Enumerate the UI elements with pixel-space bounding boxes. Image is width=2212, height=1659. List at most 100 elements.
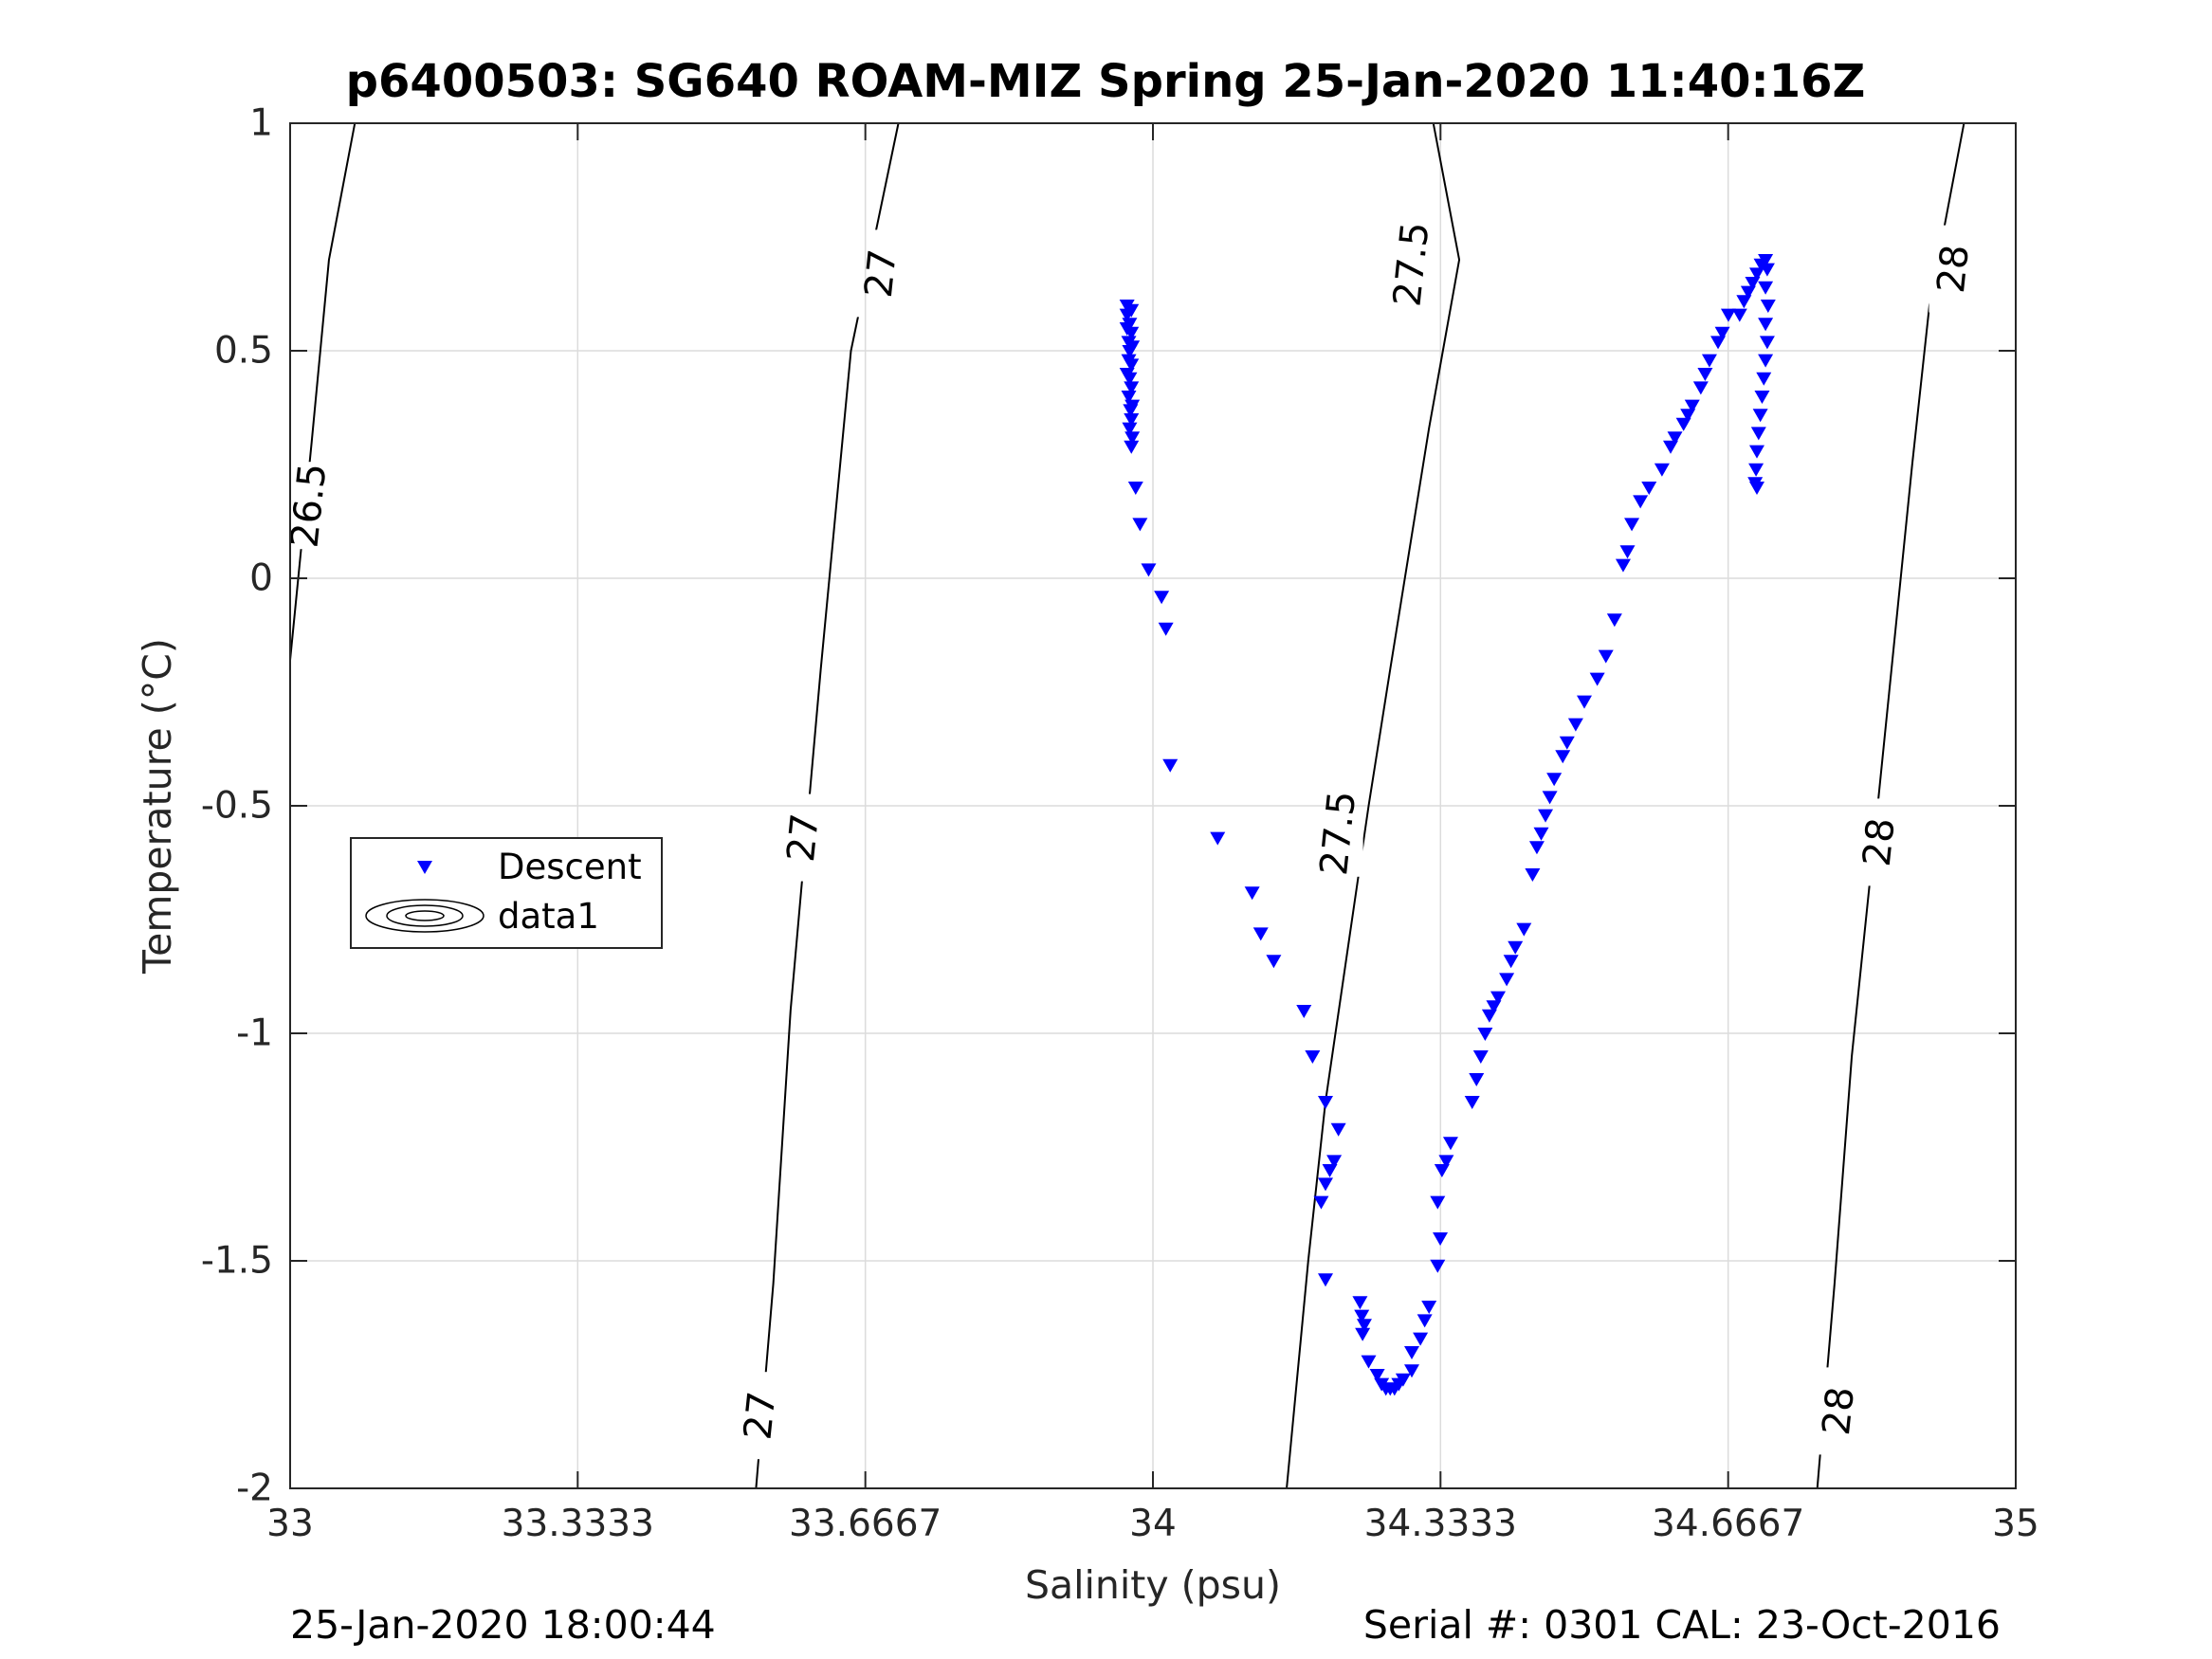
descent-point: [1404, 1364, 1419, 1378]
isopycnal-label: 27: [779, 811, 828, 864]
descent-point: [1124, 413, 1140, 427]
descent-point: [1754, 391, 1770, 404]
descent-point: [1124, 431, 1141, 446]
descent-point: [1750, 427, 1766, 441]
descent-point: [1433, 1232, 1449, 1246]
descent-point: [1710, 336, 1727, 350]
x-tick-label: 34.6667: [1652, 1503, 1804, 1545]
descent-point: [1542, 791, 1558, 805]
isopycnal-label: 27.5: [1385, 220, 1437, 308]
descent-point: [1124, 440, 1140, 454]
footer-serial-cal: Serial #: 0301 CAL: 23-Oct-2016: [1363, 1602, 2001, 1648]
descent-point: [1675, 417, 1691, 431]
descent-point: [1313, 1195, 1329, 1210]
descent-point: [1356, 1319, 1372, 1333]
descent-point: [1352, 1296, 1368, 1310]
descent-point: [1122, 372, 1138, 386]
descent-point: [1438, 1155, 1454, 1169]
y-tick-label: 0: [249, 557, 273, 600]
descent-point: [1477, 1028, 1493, 1041]
isopycnal-line: [1286, 122, 1461, 1489]
descent-point: [1589, 672, 1605, 686]
descent-point: [1749, 267, 1764, 282]
descent-point: [1124, 326, 1140, 340]
descent-point: [1434, 1164, 1450, 1177]
descent-point: [1516, 922, 1532, 937]
descent-point: [1758, 281, 1774, 295]
isopycnal-label: 27: [736, 1389, 784, 1441]
isopycnal-label: 27: [857, 247, 905, 300]
x-tick-label: 33.3333: [502, 1503, 654, 1545]
descent-point: [1266, 955, 1282, 969]
isopycnal-line: [755, 122, 900, 1489]
descent-point: [1749, 445, 1764, 459]
descent-point: [1361, 1355, 1377, 1369]
descent-point: [1731, 308, 1747, 322]
isopycnal-line: [1816, 122, 1965, 1489]
descent-point: [1680, 409, 1696, 423]
descent-point: [1369, 1369, 1385, 1382]
descent-point: [1127, 482, 1143, 495]
descent-point: [1305, 1050, 1321, 1064]
descent-point: [1577, 695, 1592, 709]
isopycnal-contours: 26.5 27 27 27 27.5 27.5 28 28 28: [283, 122, 1978, 1489]
descent-point: [1430, 1259, 1446, 1273]
isopycnal-27-5: 27.5 27.5: [1286, 122, 1461, 1489]
descent-point: [1122, 345, 1138, 358]
descent-point: [1533, 827, 1549, 841]
descent-point: [1740, 285, 1756, 300]
descent-point: [1141, 563, 1157, 577]
x-tick-label: 34: [1129, 1503, 1177, 1545]
isopycnal-label: 28: [1815, 1385, 1863, 1437]
descent-point: [1486, 1000, 1502, 1014]
descent-point: [1697, 368, 1713, 381]
descent-point: [1624, 518, 1640, 532]
legend-contour-icon: [365, 899, 484, 933]
descent-point: [1684, 399, 1700, 413]
descent-point: [1210, 831, 1226, 846]
legend-box: [350, 837, 663, 949]
descent-point: [1355, 1327, 1371, 1341]
descent-point: [1499, 973, 1515, 987]
grid-lines: [290, 123, 2016, 1488]
y-tick-label: -2: [236, 1468, 273, 1510]
descent-point: [1701, 354, 1717, 368]
isopycnal-label: 28: [1856, 816, 1904, 868]
descent-point: [1714, 326, 1730, 340]
isopycnal-label: 26.5: [283, 462, 335, 550]
descent-point: [1158, 622, 1174, 636]
descent-point: [1318, 1177, 1333, 1192]
descent-point: [1326, 1155, 1343, 1169]
descent-point: [1442, 1137, 1458, 1151]
descent-point: [1472, 1050, 1489, 1064]
x-tick-label: 34.3333: [1364, 1503, 1517, 1545]
descent-point: [1330, 1122, 1346, 1137]
legend-data1-label: data1: [498, 896, 599, 937]
x-axis-ticks: 33 33.3333 33.6667 34 34.3333 34.6667 35: [266, 123, 2039, 1545]
descent-point: [1404, 1346, 1419, 1359]
y-axis-label: Temperature (°C): [135, 638, 180, 975]
x-tick-label: 33.6667: [789, 1503, 941, 1545]
descent-point: [1538, 809, 1554, 823]
descent-point: [1252, 927, 1269, 941]
isopycnal-26-5: 26.5: [283, 122, 356, 661]
x-tick-label: 33: [266, 1503, 314, 1545]
descent-point: [1318, 1273, 1333, 1287]
descent-point: [1322, 1164, 1338, 1177]
descent-point: [1508, 940, 1524, 955]
descent-point: [1119, 308, 1135, 322]
footer-timestamp: 25-Jan-2020 18:00:44: [290, 1602, 716, 1648]
descent-point: [1528, 841, 1545, 855]
descent-point: [1244, 886, 1260, 901]
y-tick-label: -0.5: [201, 785, 273, 828]
descent-point: [1606, 613, 1622, 628]
descent-point: [1756, 372, 1772, 386]
descent-point: [1154, 591, 1170, 605]
descent-point: [1598, 649, 1614, 664]
descent-point: [1123, 404, 1139, 418]
descent-point: [1615, 558, 1631, 573]
descent-point: [1654, 463, 1670, 477]
descent-point: [1749, 482, 1764, 495]
descent-point: [1619, 545, 1636, 559]
